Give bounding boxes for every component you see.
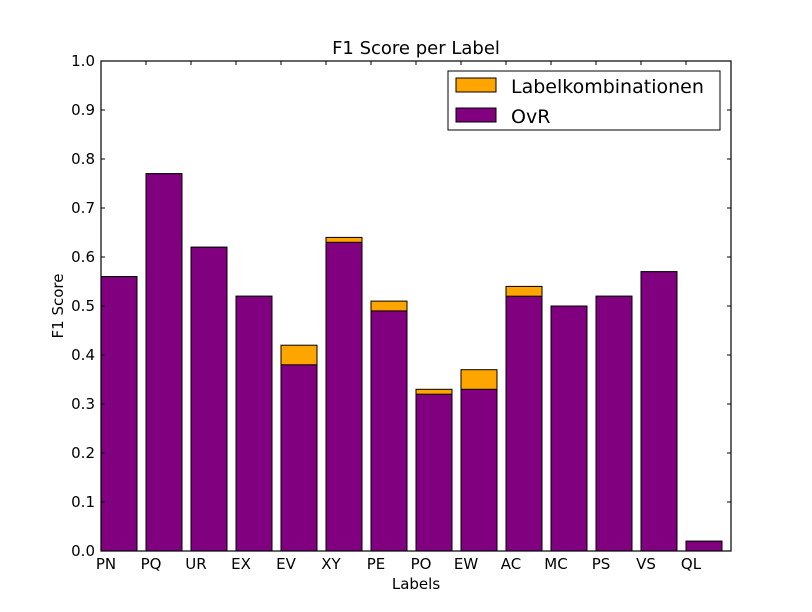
legend-label-ovr: OvR [511, 106, 550, 128]
x-tick-label-ex: EX [231, 555, 251, 573]
bar-ovr-vs [640, 271, 678, 552]
legend-swatch-ovr [455, 107, 497, 123]
bar-ovr-pq [145, 173, 183, 552]
bar-ovr-ew [460, 388, 498, 552]
x-tick-label-xy: XY [321, 555, 341, 573]
y-tick-label: 0.0 [71, 542, 95, 560]
x-tick-label-ew: EW [454, 555, 478, 573]
y-tick-label: 0.6 [71, 248, 95, 266]
x-tick-label-pq: PQ [141, 555, 162, 573]
y-tick-label: 0.8 [71, 150, 95, 168]
y-tick-label: 0.5 [71, 297, 95, 315]
bar-ovr-mc [550, 305, 588, 552]
bar-ovr-ps [595, 295, 633, 552]
x-tick-label-ac: AC [501, 555, 521, 573]
chart-title: F1 Score per Label [332, 38, 500, 59]
y-tick-label: 0.4 [71, 346, 95, 364]
bar-ovr-pn [100, 276, 138, 552]
x-axis-label: Labels [392, 575, 440, 593]
y-tick-label: 0.7 [71, 199, 95, 217]
y-axis-label: F1 Score [49, 274, 67, 339]
y-tick-label: 0.2 [71, 444, 95, 462]
bar-ovr-ev [280, 364, 318, 552]
y-tick-label: 1.0 [71, 52, 95, 70]
legend-swatch-labelkombinationen [455, 77, 497, 93]
bar-ovr-xy [325, 241, 363, 552]
y-axis: 0.0 0.1 0.2 0.3 0.4 0.5 0.6 0.7 0.8 0.9 1.0 [71, 52, 731, 560]
y-tick-label: 0.1 [71, 493, 95, 511]
x-tick-label-po: PO [411, 555, 432, 573]
x-tick-label-ev: EV [276, 555, 296, 573]
bar-ovr-pe [370, 310, 408, 552]
x-axis: PN PQ UR EX EV XY PE PO EW AC MC PS VS QL [96, 61, 702, 573]
y-tick-label: 0.3 [71, 395, 95, 413]
x-tick-label-pn: PN [96, 555, 116, 573]
x-tick-label-ps: PS [592, 555, 611, 573]
y-tick-label: 0.9 [71, 101, 95, 119]
bar-ovr-ur [190, 246, 228, 552]
x-tick-label-ql: QL [681, 555, 702, 573]
bars-group [100, 173, 723, 552]
legend: Labelkombinationen OvR [447, 70, 721, 131]
x-tick-label-ur: UR [185, 555, 206, 573]
bar-ovr-ac [505, 295, 543, 552]
x-tick-label-pe: PE [367, 555, 386, 573]
x-tick-label-mc: MC [544, 555, 567, 573]
bar-ovr-po [415, 393, 453, 552]
legend-label-labelkombinationen: Labelkombinationen [511, 76, 704, 98]
x-tick-label-vs: VS [636, 555, 656, 573]
bar-ovr-ex [235, 295, 273, 552]
bar-ovr-ql [685, 540, 723, 552]
